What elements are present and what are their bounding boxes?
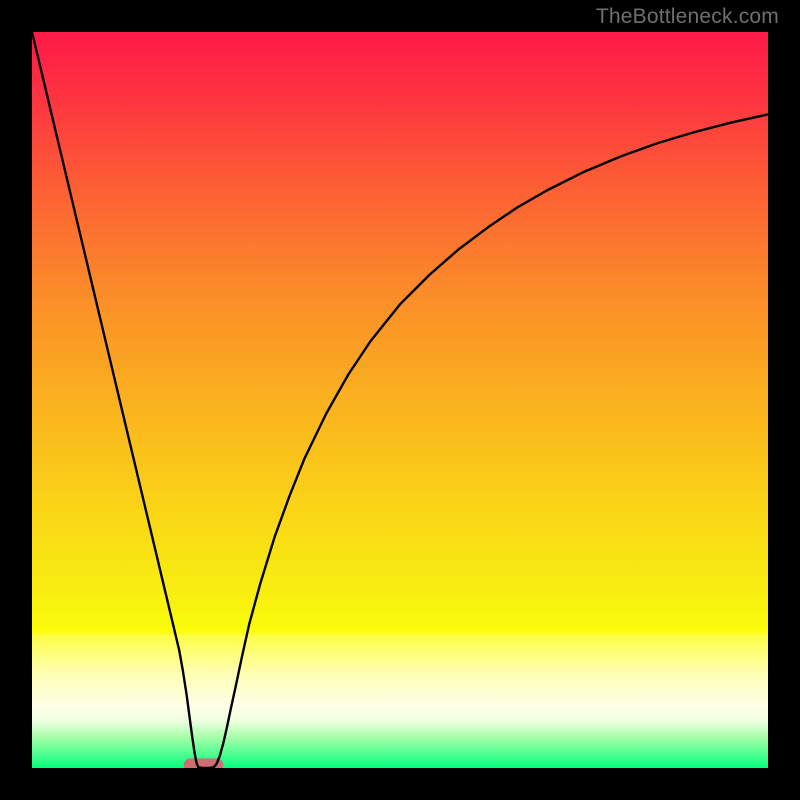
watermark-text: TheBottleneck.com bbox=[596, 5, 779, 29]
plot-svg bbox=[32, 32, 768, 768]
plot-area bbox=[32, 32, 768, 768]
